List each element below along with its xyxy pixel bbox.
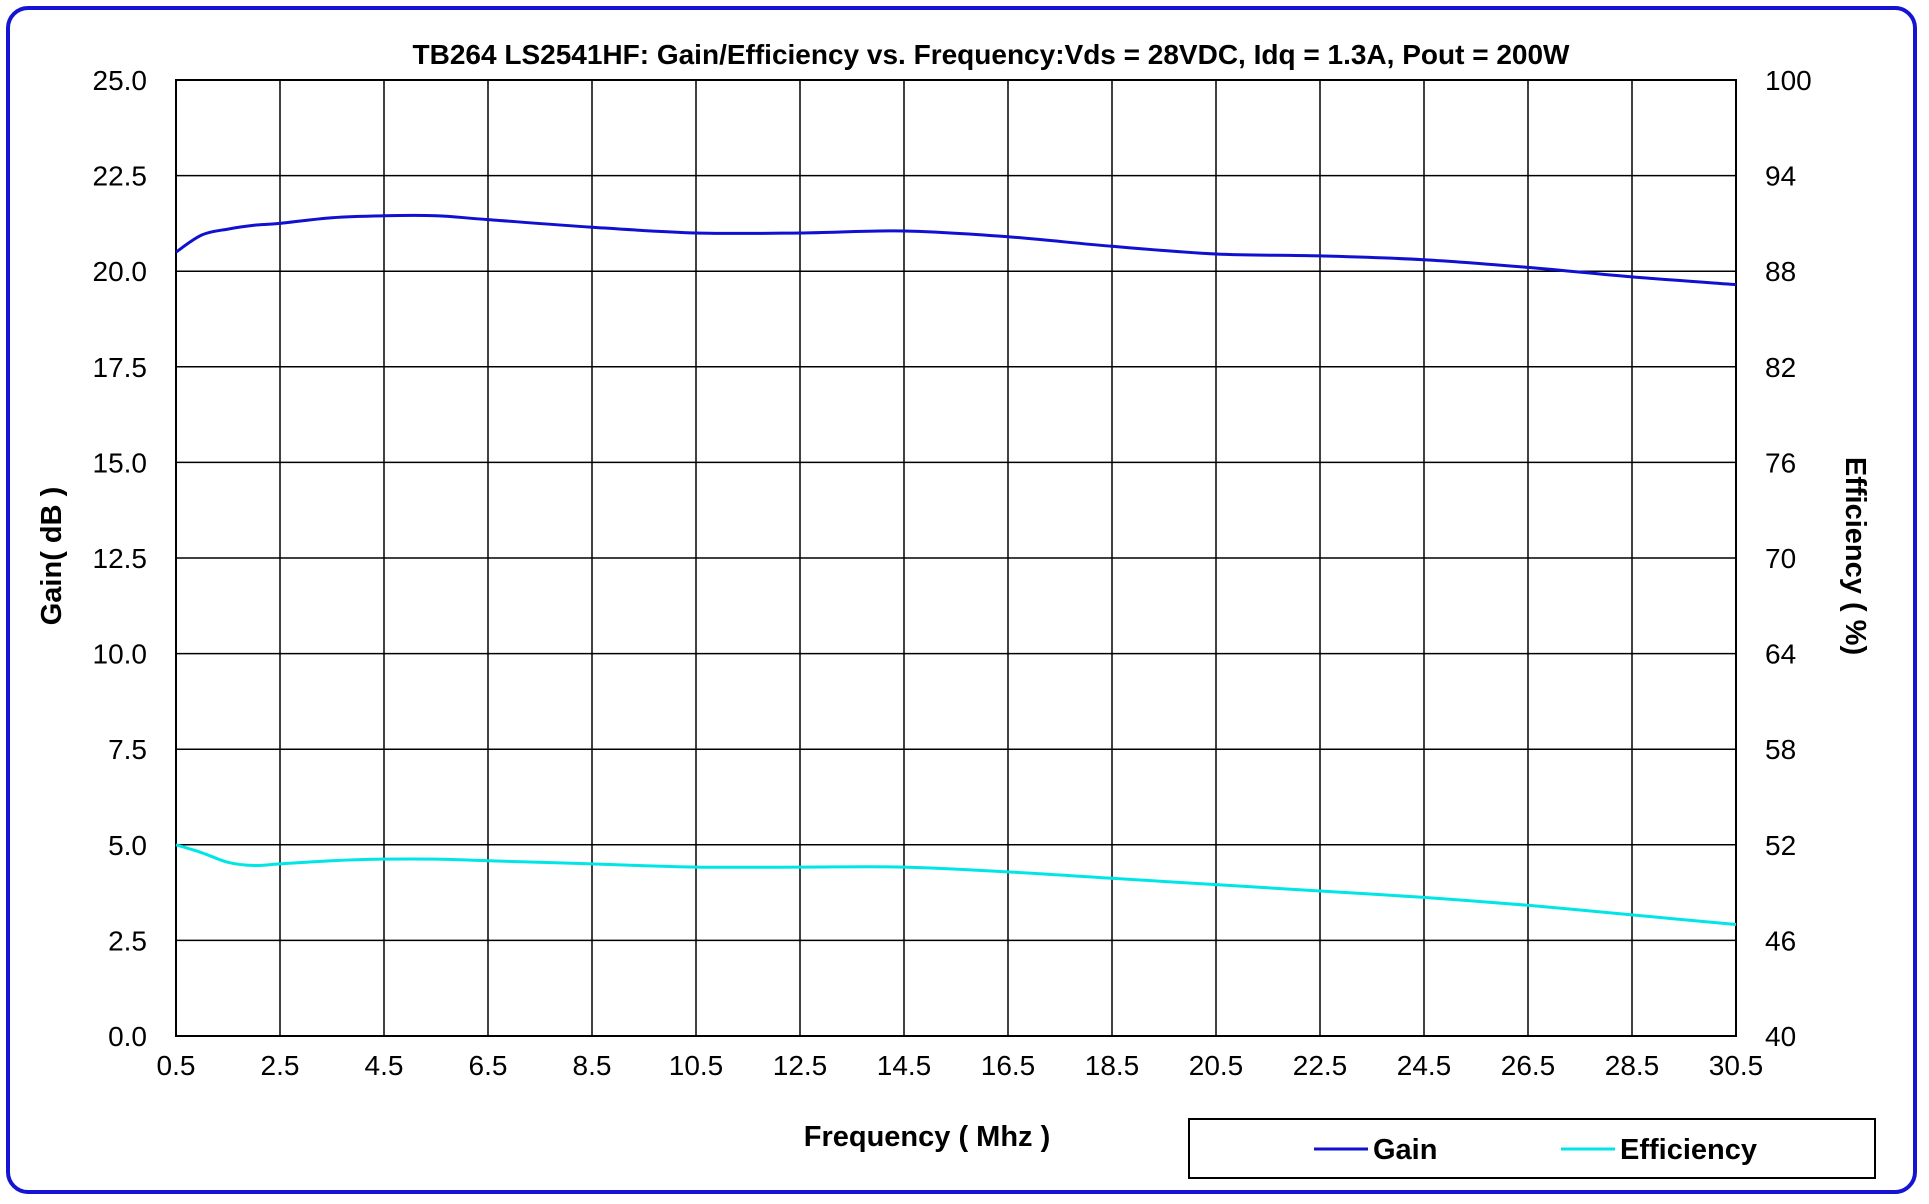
- y-left-tick-label: 25.0: [93, 65, 148, 96]
- x-axis-ticks: 0.5 2.5 4.5 6.5 8.5 10.5 12.5 14.5 16.5 18.5 20.5 2…: [157, 1050, 1764, 1081]
- legend-box: [1188, 1118, 1876, 1179]
- x-tick-label: 14.5: [877, 1050, 932, 1081]
- y-axis-right-label: Efficiency ( %): [1839, 457, 1871, 655]
- y-right-tick-label: 94: [1765, 161, 1796, 192]
- legend: Gain Efficiency: [1188, 1118, 1876, 1179]
- y-right-tick-label: 100: [1765, 65, 1812, 96]
- y-left-tick-label: 2.5: [108, 925, 147, 956]
- x-tick-label: 20.5: [1189, 1050, 1244, 1081]
- y-left-tick-label: 5.0: [108, 830, 147, 861]
- x-tick-label: 4.5: [365, 1050, 404, 1081]
- x-tick-label: 16.5: [981, 1050, 1036, 1081]
- plot-area: [175, 79, 1737, 1037]
- y-left-tick-label: 0.0: [108, 1021, 147, 1052]
- x-tick-label: 30.5: [1709, 1050, 1764, 1081]
- y-left-tick-label: 17.5: [93, 352, 148, 383]
- x-tick-label: 18.5: [1085, 1050, 1140, 1081]
- series-group: [175, 213, 1737, 926]
- series-line-gain: [175, 213, 1737, 287]
- x-tick-label: 0.5: [157, 1050, 196, 1081]
- x-tick-label: 22.5: [1293, 1050, 1348, 1081]
- y-right-tick-label: 88: [1765, 256, 1796, 287]
- x-tick-label: 10.5: [669, 1050, 724, 1081]
- y-right-tick-label: 76: [1765, 447, 1796, 478]
- grid: [175, 79, 1737, 1037]
- y-right-tick-label: 70: [1765, 543, 1796, 574]
- y-left-tick-label: 20.0: [93, 256, 148, 287]
- y-left-tick-label: 10.0: [93, 639, 148, 670]
- x-tick-label: 24.5: [1397, 1050, 1452, 1081]
- x-axis-label: Frequency ( Mhz ): [804, 1121, 1051, 1153]
- x-tick-label: 12.5: [773, 1050, 828, 1081]
- legend-label-efficiency: Efficiency: [1620, 1134, 1757, 1166]
- y-right-tick-label: 46: [1765, 925, 1796, 956]
- right-axis-ticks: 40 46 52 58 64 70 76 82 88 94 100: [1765, 65, 1812, 1052]
- left-axis-ticks: 0.0 2.5 5.0 7.5 10.0 12.5 15.0 17.5 20.0 22.5 25.0: [93, 65, 148, 1052]
- y-right-tick-label: 58: [1765, 734, 1796, 765]
- x-tick-label: 6.5: [469, 1050, 508, 1081]
- y-axis-left-label: Gain( dB ): [36, 487, 68, 626]
- x-tick-label: 28.5: [1605, 1050, 1660, 1081]
- y-right-tick-label: 52: [1765, 830, 1796, 861]
- chart-title: TB264 LS2541HF: Gain/Efficiency vs. Freq…: [413, 39, 1571, 70]
- y-left-tick-label: 15.0: [93, 447, 148, 478]
- y-left-tick-label: 22.5: [93, 161, 148, 192]
- x-tick-label: 26.5: [1501, 1050, 1556, 1081]
- y-left-tick-label: 7.5: [108, 734, 147, 765]
- series-line-efficiency: [175, 843, 1737, 926]
- legend-label-gain: Gain: [1373, 1134, 1437, 1166]
- x-tick-label: 8.5: [573, 1050, 612, 1081]
- chart-frame: [6, 6, 1917, 1194]
- x-tick-label: 2.5: [261, 1050, 300, 1081]
- y-right-tick-label: 40: [1765, 1021, 1796, 1052]
- y-right-tick-label: 82: [1765, 352, 1796, 383]
- y-right-tick-label: 64: [1765, 639, 1796, 670]
- y-left-tick-label: 12.5: [93, 543, 148, 574]
